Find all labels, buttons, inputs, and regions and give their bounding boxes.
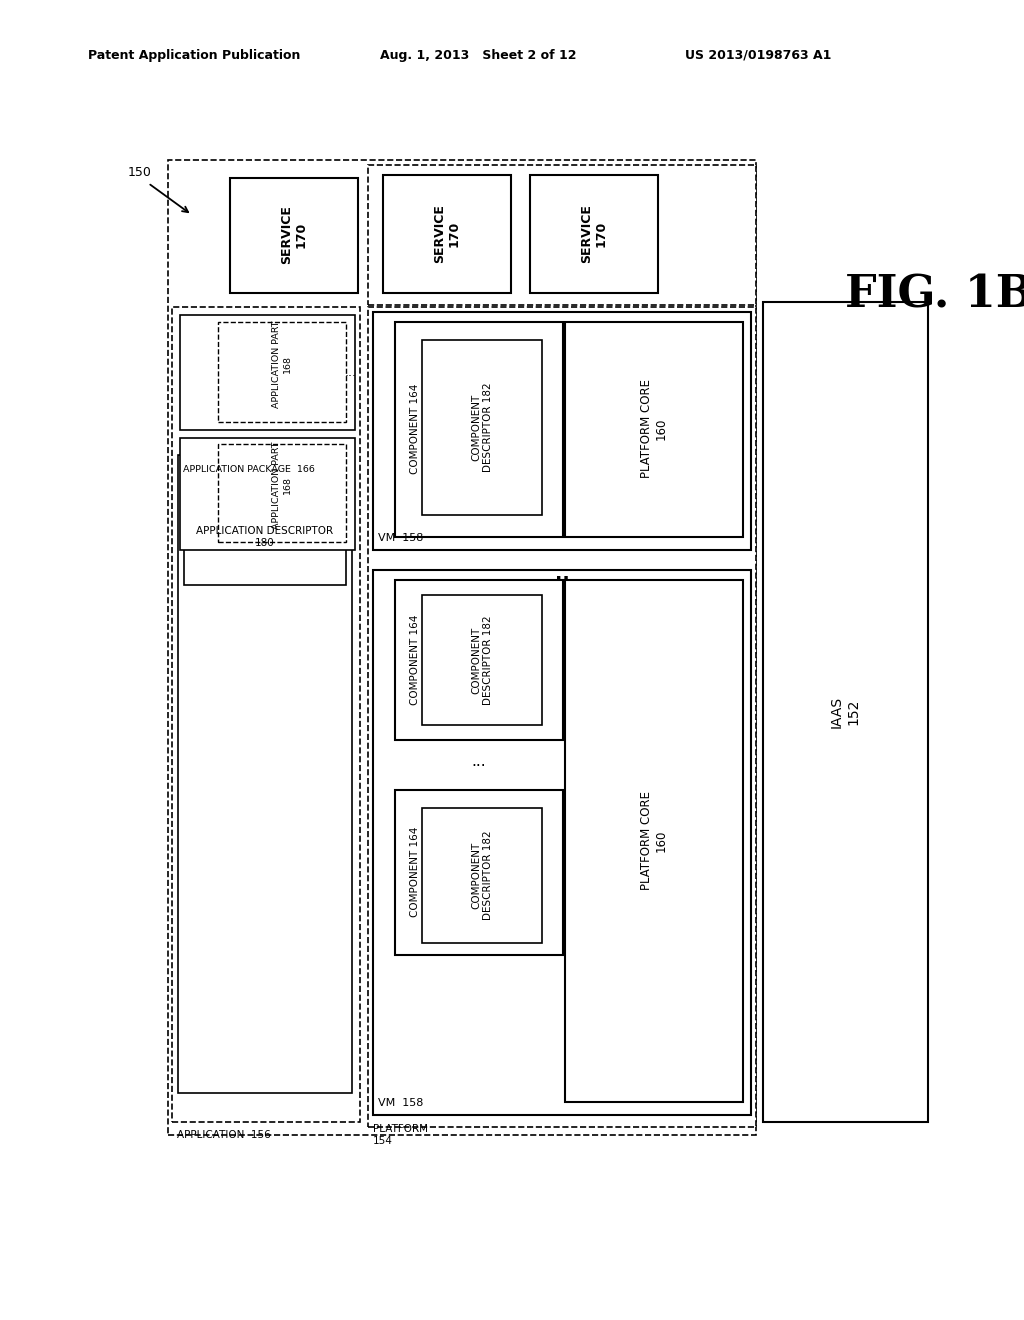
Text: PLATFORM CORE
160: PLATFORM CORE 160 [640,380,668,479]
Text: IAAS
152: IAAS 152 [829,696,860,729]
Text: COMPONENT
DESCRIPTOR 182: COMPONENT DESCRIPTOR 182 [471,830,493,920]
Text: SERVICE
170: SERVICE 170 [280,206,308,264]
Bar [373,570,751,1115]
Bar [383,176,511,293]
Bar [218,444,346,543]
Text: PLATFORM CORE
160: PLATFORM CORE 160 [640,792,668,891]
Text: VM  158: VM 158 [378,1098,423,1107]
Bar [422,595,542,725]
Bar [368,308,756,1127]
Bar [395,322,563,537]
Bar [180,315,355,430]
Bar [565,579,743,1102]
Text: APPLICATION DESCRIPTOR
180: APPLICATION DESCRIPTOR 180 [197,527,334,548]
Text: COMPONENT
DESCRIPTOR 182: COMPONENT DESCRIPTOR 182 [471,615,493,705]
Text: ...: ... [472,755,486,770]
Bar [530,176,658,293]
Bar [218,322,346,422]
Text: ..: .. [555,565,569,585]
Bar [180,438,355,550]
Text: COMPONENT
DESCRIPTOR 182: COMPONENT DESCRIPTOR 182 [471,383,493,471]
Bar [565,322,743,537]
Text: COMPONENT 164: COMPONENT 164 [410,615,420,705]
Bar [373,312,751,550]
Bar [230,178,358,293]
Text: SERVICE
170: SERVICE 170 [433,205,461,264]
Bar [184,490,346,585]
Bar [422,341,542,515]
Text: Patent Application Publication: Patent Application Publication [88,49,300,62]
Text: PLATFORM
154: PLATFORM 154 [373,1125,428,1146]
Bar [172,308,360,1122]
Bar [395,789,563,954]
Text: Aug. 1, 2013   Sheet 2 of 12: Aug. 1, 2013 Sheet 2 of 12 [380,49,577,62]
Text: APPLICATION PART
168: APPLICATION PART 168 [272,321,292,408]
Bar [368,165,756,305]
Bar [395,579,563,741]
Text: COMPONENT 164: COMPONENT 164 [410,384,420,474]
Text: US 2013/0198763 A1: US 2013/0198763 A1 [685,49,831,62]
Bar [168,160,756,1135]
Bar [763,302,928,1122]
Text: COMPONENT 164: COMPONENT 164 [410,826,420,917]
Text: SERVICE
170: SERVICE 170 [580,205,608,264]
Bar [178,455,352,1093]
Text: APPLICATION PACKAGE  166: APPLICATION PACKAGE 166 [183,465,314,474]
Bar [422,808,542,942]
Text: APPLICATION  156: APPLICATION 156 [177,1130,270,1140]
Text: 150: 150 [128,165,152,178]
Text: FIG. 1B: FIG. 1B [845,273,1024,317]
Text: ...: ... [345,366,357,379]
Text: VM  158: VM 158 [378,533,423,543]
Text: APPLICATION PART
168: APPLICATION PART 168 [272,441,292,529]
